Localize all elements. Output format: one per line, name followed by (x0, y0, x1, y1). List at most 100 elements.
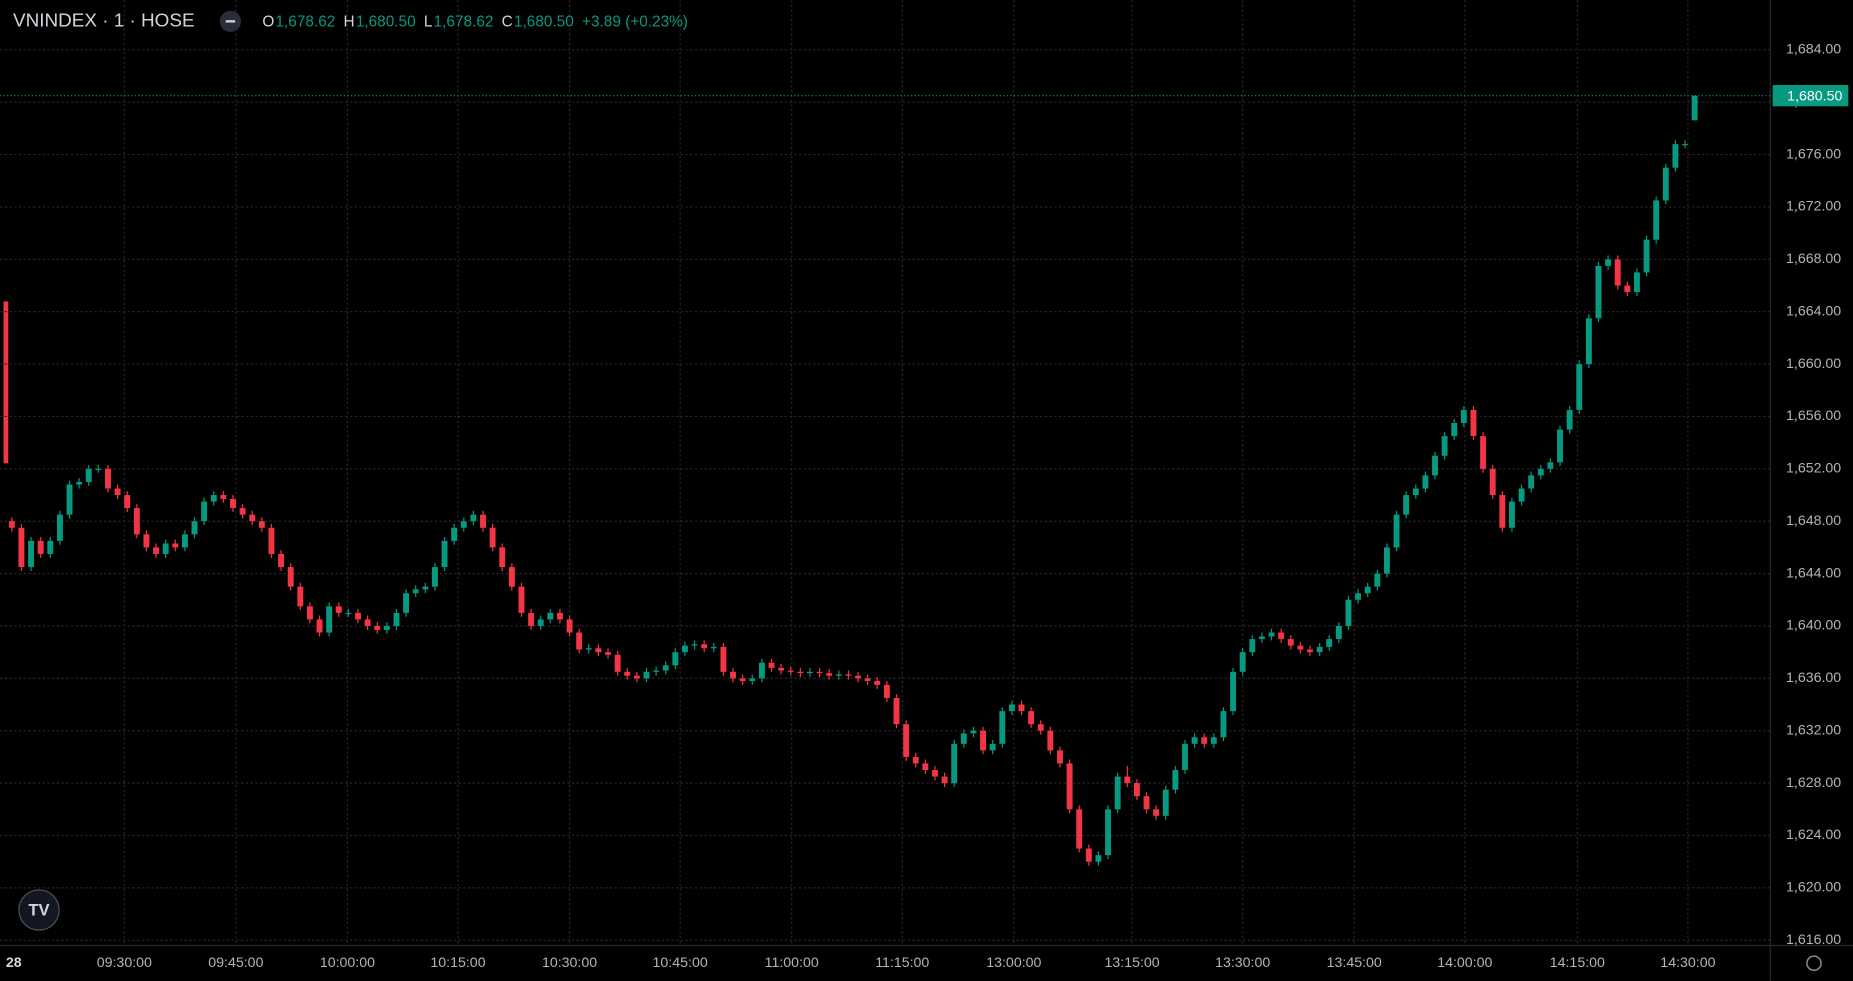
candle-body (66, 484, 73, 515)
x-tick-label: 14:15:00 (1550, 955, 1605, 971)
tv-logo[interactable]: TV (18, 889, 60, 931)
candle-body (1566, 409, 1573, 430)
candle-body (912, 756, 919, 764)
candle-body (85, 468, 92, 482)
candle-body (1239, 652, 1246, 672)
candle-body (1278, 632, 1285, 640)
candle-body (903, 724, 910, 757)
candle-body (239, 508, 246, 515)
candle-body (1114, 776, 1121, 810)
y-tick-label: 1,624.00 (1786, 827, 1841, 843)
candle-body (162, 543, 169, 554)
candle-body (537, 619, 544, 626)
candle-body (489, 527, 496, 548)
candle-body (18, 527, 25, 568)
candle-body (528, 612, 535, 626)
candle-body (1076, 809, 1083, 849)
candle-body (153, 547, 160, 554)
candle-body (1537, 468, 1544, 476)
x-tick-label: 09:30:00 (97, 955, 152, 971)
candle-body (133, 508, 140, 535)
candle-body (1191, 737, 1198, 744)
logo-mark: TV (28, 901, 49, 920)
candle-body (460, 521, 467, 528)
candle-body (374, 625, 381, 630)
candle-body (874, 680, 881, 685)
candle-body (1460, 409, 1467, 424)
candle-body (662, 665, 669, 671)
candle-body (1105, 809, 1112, 856)
candle-body (1518, 488, 1525, 502)
candle-body (1124, 776, 1131, 784)
candle-body (1403, 495, 1410, 515)
candle-body (1412, 488, 1419, 496)
candle-body (989, 743, 996, 751)
candle-body (585, 648, 592, 650)
header: VNINDEX · 1 · HOSE O 1,678.62 H 1,680.50 L 1,… (13, 10, 688, 32)
ohlc-key: C (502, 14, 513, 31)
candle-body (47, 540, 54, 554)
candle-body (1018, 704, 1025, 712)
candle-body (249, 514, 256, 522)
x-tick-label: 13:45:00 (1327, 955, 1382, 971)
y-tick-label: 1,648.00 (1786, 513, 1841, 529)
candle-body (1345, 599, 1352, 626)
candle-body (1335, 625, 1342, 640)
candle-body (864, 678, 871, 681)
candle-body (355, 612, 361, 620)
candle-body (383, 625, 390, 630)
candle-body (1153, 809, 1160, 816)
candle-body (893, 697, 900, 725)
side-indicator (3, 301, 9, 464)
candle-body (883, 684, 890, 698)
candle-body (614, 654, 621, 672)
candle-body (364, 619, 371, 626)
x-tick-label: 28 (6, 955, 22, 971)
candle-body (566, 619, 573, 633)
candle-body (1268, 632, 1275, 637)
candle-body (210, 495, 217, 502)
candle-body (345, 612, 352, 615)
y-tick-label: 1,632.00 (1786, 722, 1841, 738)
x-tick-label: 14:00:00 (1437, 955, 1492, 971)
candle-body (1422, 475, 1429, 489)
last-price-tag (1772, 85, 1849, 107)
ohlc-value: 1,678.62 (434, 14, 494, 31)
candle-body (1230, 671, 1237, 712)
candle-body (1057, 750, 1063, 764)
settings-button[interactable] (1806, 955, 1822, 972)
candle-body (412, 589, 419, 594)
candle-body (1383, 547, 1390, 574)
ohlc-legend: O 1,678.62 H 1,680.50 L 1,678.62 C 1,680.50 +3.8… (262, 14, 688, 31)
candle-body (335, 606, 342, 613)
y-tick-label: 1,676.00 (1786, 146, 1841, 162)
y-tick-label: 1,652.00 (1786, 461, 1841, 477)
candle-body (768, 662, 775, 668)
ohlc-change: +3.89 (+0.23%) (582, 14, 688, 31)
y-tick-label: 1,668.00 (1786, 251, 1841, 267)
candle-body (835, 674, 842, 676)
candle-body (1508, 501, 1515, 528)
candle-body (1470, 409, 1477, 437)
candle-body (143, 534, 150, 548)
candle-body (518, 586, 525, 613)
candle-body (230, 498, 236, 509)
candle-body (1066, 763, 1073, 810)
candle-body (1258, 636, 1265, 640)
candle-body (1297, 645, 1304, 650)
candle-body (37, 540, 44, 554)
candle-body (624, 671, 631, 676)
candle-body (1653, 200, 1660, 240)
y-tick-label: 1,644.00 (1786, 565, 1841, 581)
candle-body (1672, 144, 1679, 168)
candle-body (1643, 239, 1650, 273)
candle-body (633, 675, 640, 679)
candle-body (1316, 646, 1323, 653)
candle-body (951, 743, 958, 784)
candle-body (1393, 514, 1400, 548)
candle-body (787, 670, 794, 672)
candle-body (826, 673, 833, 676)
